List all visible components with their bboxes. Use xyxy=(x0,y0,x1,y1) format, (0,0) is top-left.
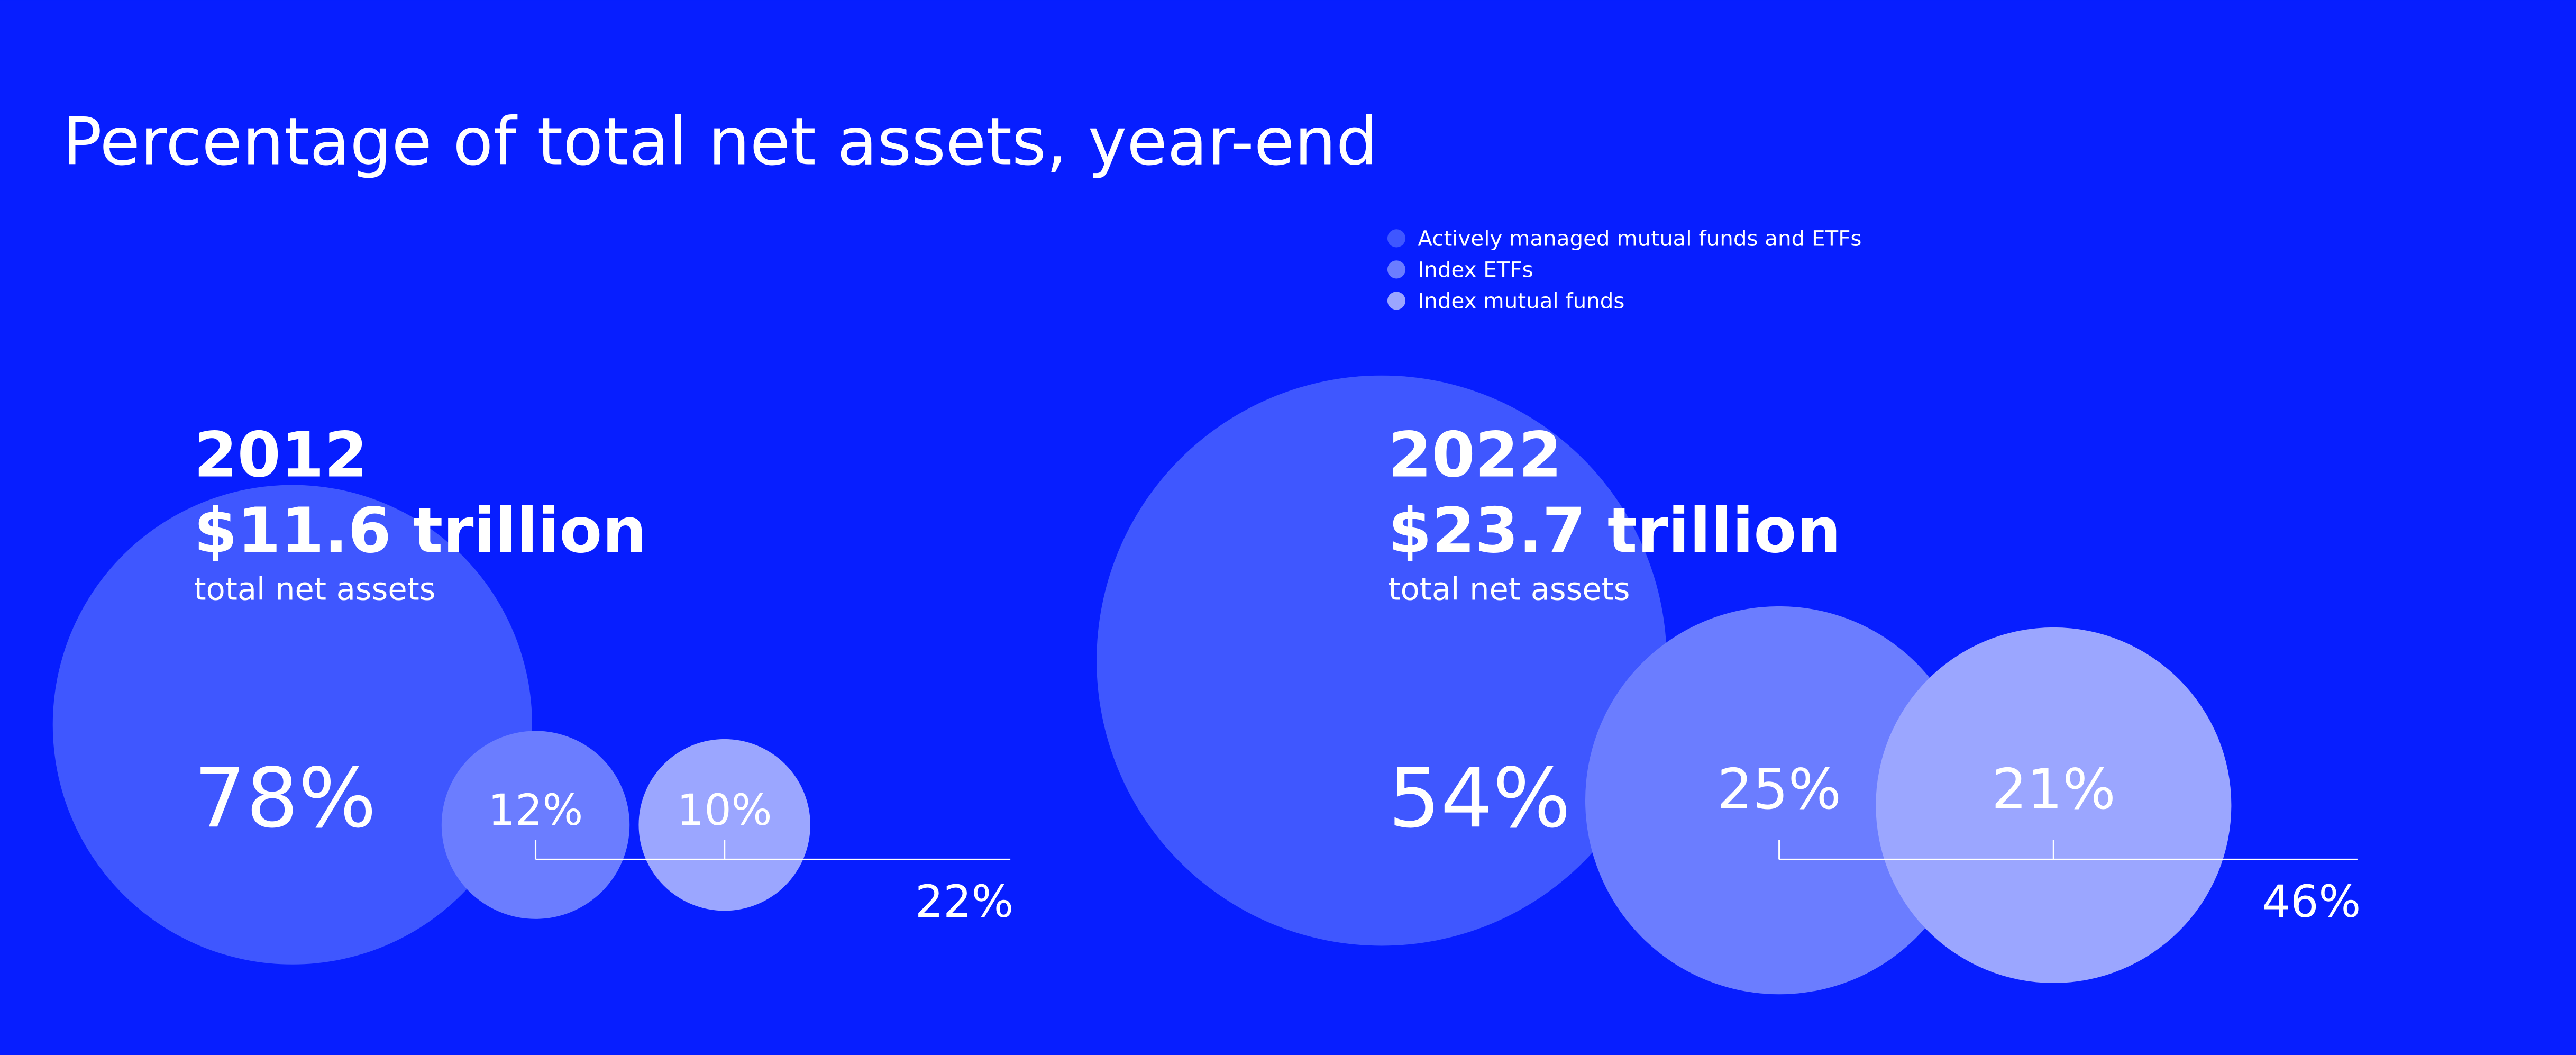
value-label: 10% xyxy=(677,786,772,835)
bubble xyxy=(1876,627,2232,983)
bubble xyxy=(1097,375,1667,946)
value-label: 21% xyxy=(1992,757,2116,822)
value-label: 25% xyxy=(1717,757,1841,822)
year: 2022 xyxy=(1388,419,1561,492)
legend-label: Index ETFs xyxy=(1418,257,1533,282)
bubble xyxy=(52,485,532,965)
title: Percentage of total net assets, year-end xyxy=(62,104,1378,180)
legend-dot xyxy=(1387,260,1406,279)
legend-dot xyxy=(1387,292,1406,310)
bubble xyxy=(638,739,810,911)
year: 2012 xyxy=(194,419,367,492)
value-label: 78% xyxy=(194,750,376,846)
value-label: 12% xyxy=(488,786,583,835)
bubble xyxy=(441,731,630,919)
legend-dot xyxy=(1387,229,1406,248)
subtitle: total net assets xyxy=(1388,571,1630,607)
index-total-label: 46% xyxy=(2262,876,2361,927)
value-label: 54% xyxy=(1388,750,1570,846)
subtitle: total net assets xyxy=(194,571,435,607)
index-total-label: 22% xyxy=(915,876,1013,927)
legend-label: Actively managed mutual funds and ETFs xyxy=(1418,226,1861,251)
total-assets: $23.7 trillion xyxy=(1388,494,1841,567)
total-assets: $11.6 trillion xyxy=(194,494,646,567)
bubble xyxy=(1585,606,1974,995)
legend-label: Index mutual funds xyxy=(1418,288,1624,313)
